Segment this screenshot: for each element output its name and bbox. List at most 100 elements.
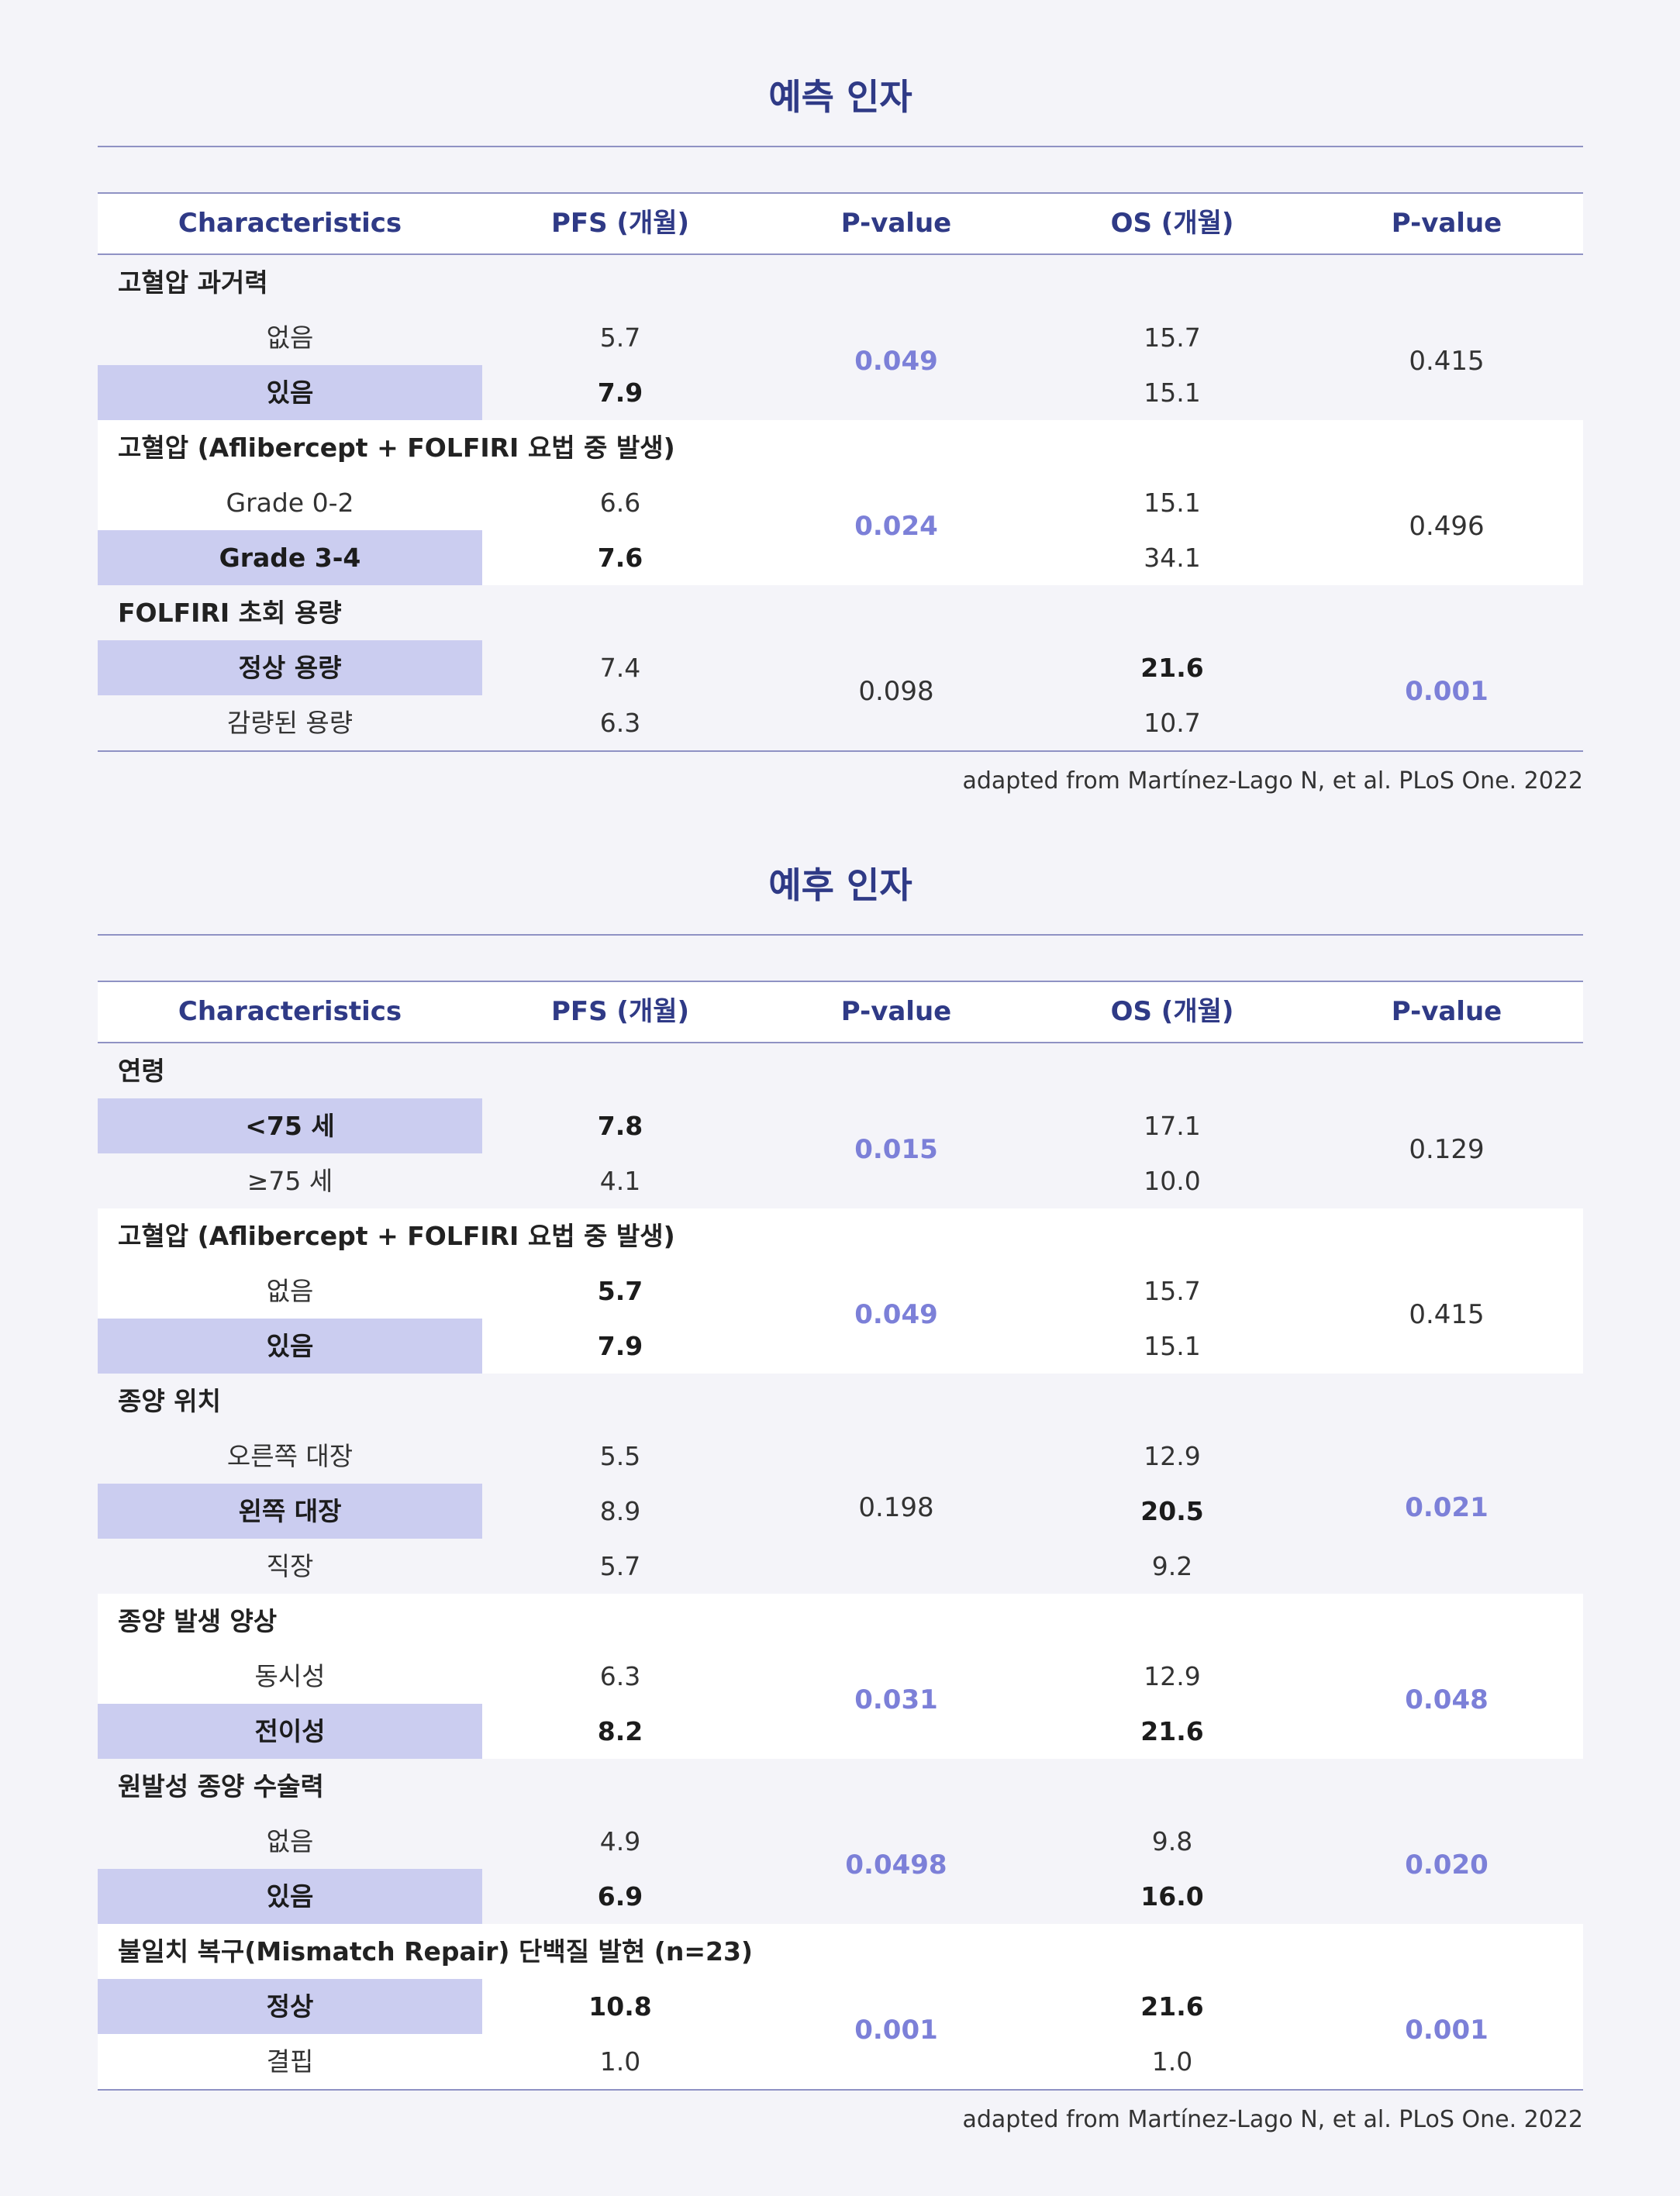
characteristic-group: 불일치 복구(Mismatch Repair) 단백질 발현 (n=23) 정상 1… xyxy=(98,1924,1583,2089)
characteristic-group: 고혈압 (Aflibercept + FOLFIRI 요법 중 발생) Grade… xyxy=(98,420,1583,585)
table-header-row: Characteristics PFS (개월) P-value OS (개월) P-v… xyxy=(98,194,1583,255)
table-row: 동시성 6.3 12.9 xyxy=(98,1649,1583,1704)
os-value: 15.1 xyxy=(1144,377,1201,408)
table-row: <75 세 7.8 17.1 xyxy=(98,1098,1583,1153)
pfs-value: 7.9 xyxy=(597,1331,643,1361)
pfs-p-value: 0.049 xyxy=(854,1299,938,1330)
os-value: 15.7 xyxy=(1144,322,1201,353)
table-header-row: Characteristics PFS (개월) P-value OS (개월) P-v… xyxy=(98,982,1583,1043)
os-value: 12.9 xyxy=(1144,1661,1201,1691)
table-row: 정상 10.8 21.6 xyxy=(98,1979,1583,2034)
row-label: 오른쪽 대장 xyxy=(226,1441,354,1471)
group-title: 연령 xyxy=(118,1056,165,1086)
column-header: P-value xyxy=(840,996,952,1027)
group-title: 불일치 복구(Mismatch Repair) 단백질 발현 (n=23) xyxy=(118,1936,753,1967)
column-header: OS (개월) xyxy=(1110,208,1234,239)
section-title: 예후 인자 xyxy=(768,864,912,906)
pfs-value: 6.6 xyxy=(599,488,641,518)
pfs-value: 7.8 xyxy=(597,1111,643,1141)
row-label: Grade 3-4 xyxy=(98,530,482,585)
pfs-value: 6.9 xyxy=(597,1881,643,1912)
os-value: 21.6 xyxy=(1140,1991,1204,2022)
column-header: OS (개월) xyxy=(1110,996,1234,1027)
group-title: 고혈압 (Aflibercept + FOLFIRI 요법 중 발생) xyxy=(118,433,675,463)
section-divider xyxy=(98,934,1583,936)
os-p-value: 0.415 xyxy=(1409,1299,1485,1330)
pfs-p-value: 0.049 xyxy=(854,346,938,377)
row-label: <75 세 xyxy=(98,1098,482,1153)
table-row: 있음 7.9 15.1 xyxy=(98,1319,1583,1374)
os-value: 21.6 xyxy=(1140,1716,1204,1746)
group-title: 원발성 종양 수술력 xyxy=(118,1771,324,1801)
row-label: 왼쪽 대장 xyxy=(98,1484,482,1539)
os-p-value: 0.048 xyxy=(1405,1684,1489,1715)
pfs-p-value: 0.024 xyxy=(854,511,938,542)
table-row: Grade 3-4 7.6 34.1 xyxy=(98,530,1583,585)
table-row: 오른쪽 대장 5.5 12.9 xyxy=(98,1429,1583,1484)
os-value: 1.0 xyxy=(1151,2046,1193,2077)
os-value: 17.1 xyxy=(1144,1111,1201,1141)
characteristic-group: 원발성 종양 수술력 없음 4.9 9.8 있음 6.9 16.0 0.0498 0.020 xyxy=(98,1759,1583,1924)
row-label: 있음 xyxy=(98,365,482,420)
table-bottom-border xyxy=(98,2089,1583,2091)
os-value: 12.9 xyxy=(1144,1441,1201,1471)
pfs-value: 5.7 xyxy=(599,1551,641,1581)
os-value: 20.5 xyxy=(1140,1496,1204,1526)
pfs-value: 4.1 xyxy=(599,1166,641,1196)
row-label: 결핍 xyxy=(266,2046,314,2077)
os-value: 15.7 xyxy=(1144,1276,1201,1306)
os-p-value: 0.496 xyxy=(1409,511,1485,542)
table-row: 있음 7.9 15.1 xyxy=(98,365,1583,420)
table-row: 정상 용량 7.4 21.6 xyxy=(98,640,1583,695)
group-title: 고혈압 (Aflibercept + FOLFIRI 요법 중 발생) xyxy=(118,1221,675,1251)
table-row: 감량된 용량 6.3 10.7 xyxy=(98,695,1583,750)
column-header: P-value xyxy=(1391,996,1502,1027)
column-header: PFS (개월) xyxy=(550,208,690,239)
source-citation: adapted from Martínez-Lago N, et al. PLo… xyxy=(962,2106,1583,2133)
row-label: 있음 xyxy=(98,1869,482,1924)
row-label: ≥75 세 xyxy=(247,1166,333,1196)
pfs-p-value: 0.015 xyxy=(854,1134,938,1165)
pfs-value: 6.3 xyxy=(599,708,641,738)
column-header: Characteristics xyxy=(178,208,402,239)
os-value: 21.6 xyxy=(1140,653,1204,683)
table-row: 있음 6.9 16.0 xyxy=(98,1869,1583,1924)
os-p-value: 0.020 xyxy=(1405,1850,1489,1881)
source-citation: adapted from Martínez-Lago N, et al. PLo… xyxy=(962,767,1583,795)
row-label: 정상 용량 xyxy=(98,640,482,695)
os-value: 9.8 xyxy=(1151,1826,1193,1856)
row-label: 정상 xyxy=(98,1979,482,2034)
pfs-p-value: 0.0498 xyxy=(845,1850,947,1881)
pfs-value: 8.9 xyxy=(599,1496,641,1526)
column-header: PFS (개월) xyxy=(550,996,690,1027)
column-header: Characteristics xyxy=(178,996,402,1027)
group-title: 종양 발생 양상 xyxy=(118,1606,278,1636)
os-value: 10.0 xyxy=(1144,1166,1201,1196)
group-title: 종양 위치 xyxy=(118,1386,221,1416)
os-value: 15.1 xyxy=(1144,488,1201,518)
row-label: 없음 xyxy=(266,322,314,353)
characteristic-group: 종양 발생 양상 동시성 6.3 12.9 전이성 8.2 21.6 0.031 0.048 xyxy=(98,1594,1583,1759)
table-row: 왼쪽 대장 8.9 20.5 xyxy=(98,1484,1583,1539)
section-divider xyxy=(98,146,1583,147)
pfs-p-value: 0.098 xyxy=(858,676,934,707)
table-row: 없음 5.7 15.7 xyxy=(98,310,1583,365)
table-row: 없음 4.9 9.8 xyxy=(98,1814,1583,1869)
table-row: 직장 5.7 9.2 xyxy=(98,1539,1583,1594)
os-value: 15.1 xyxy=(1144,1331,1201,1361)
pfs-value: 7.9 xyxy=(597,377,643,408)
pfs-value: 6.3 xyxy=(599,1661,641,1691)
os-value: 34.1 xyxy=(1144,543,1201,573)
section-title: 예측 인자 xyxy=(768,76,912,118)
pfs-value: 8.2 xyxy=(597,1716,643,1746)
pfs-value: 1.0 xyxy=(599,2046,641,2077)
pfs-value: 5.5 xyxy=(599,1441,641,1471)
group-title: FOLFIRI 초회 용량 xyxy=(118,598,342,628)
characteristic-group: 연령 <75 세 7.8 17.1 ≥75 세 4.1 10.0 0.015 0.129 xyxy=(98,1043,1583,1208)
os-p-value: 0.001 xyxy=(1405,2015,1489,2046)
table-top-border xyxy=(98,981,1583,982)
characteristic-group: 고혈압 (Aflibercept + FOLFIRI 요법 중 발생) 없음 5.7… xyxy=(98,1208,1583,1374)
pfs-value: 5.7 xyxy=(597,1276,643,1306)
table-row: 전이성 8.2 21.6 xyxy=(98,1704,1583,1759)
